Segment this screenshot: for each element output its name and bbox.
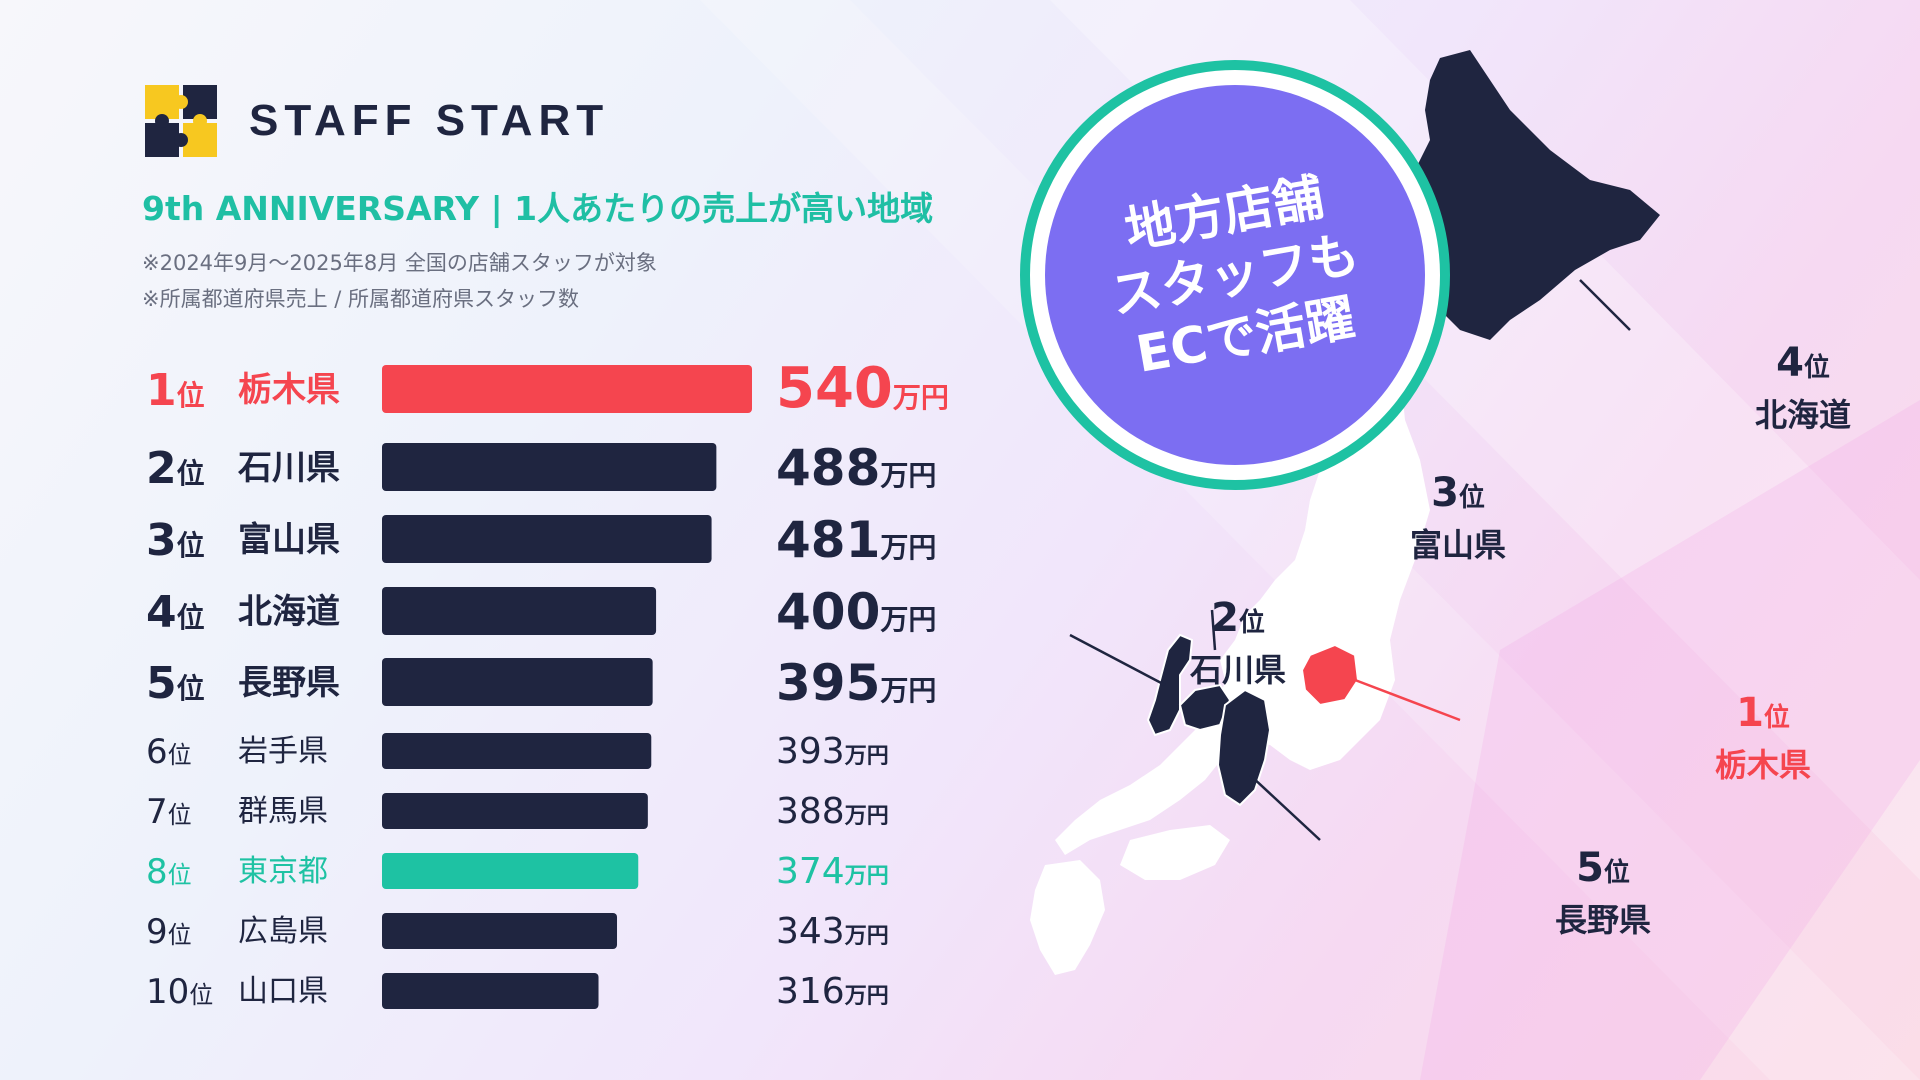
map-label-suffix: 位 [1603, 858, 1630, 888]
bar [382, 973, 599, 1009]
period-note: ※2024年9月〜2025年8月 全国の店舗スタッフが対象 [142, 251, 657, 275]
map-label-rank: 1 [1736, 690, 1764, 736]
category-label: 富山県 [238, 520, 340, 560]
value-label: 540万円 [776, 356, 949, 421]
map-shikoku [1120, 825, 1230, 880]
value-label: 374万円 [776, 851, 889, 892]
badge-text: 地方店舗 スタッフも ECで活躍 [1106, 168, 1364, 384]
category-label: 岩手県 [238, 734, 328, 769]
map-honshu [1055, 340, 1430, 855]
map-tochigi [1300, 643, 1360, 707]
rank-label: 1位 [146, 365, 205, 416]
value-label: 395万円 [776, 654, 936, 712]
map-label-rank: 2 [1211, 595, 1239, 641]
rank-label: 4位 [146, 587, 205, 638]
map-label-tochigi: 1位 栃木県 [1715, 690, 1811, 786]
map-label-pref: 北海道 [1755, 396, 1852, 434]
map-label-suffix: 位 [1763, 703, 1790, 733]
map-label-hokkaido: 4位 北海道 [1755, 340, 1851, 436]
value-label: 388万円 [776, 791, 889, 832]
ranking-bar-chart: 1位 栃木県 540万円 2位 石川県 488万円 3位 富山県 481万円 4位 北海道 400万円… [146, 356, 949, 1012]
map-label-pref: 石川県 [1190, 651, 1287, 689]
map-label-rank: 3 [1431, 470, 1459, 516]
category-label: 群馬県 [238, 794, 328, 829]
brand-name: STAFF START [249, 96, 610, 145]
value-label: 393万円 [776, 731, 889, 772]
map-label-suffix: 位 [1458, 483, 1485, 513]
bar [382, 913, 618, 949]
bar [382, 443, 717, 491]
value-label: 316万円 [776, 971, 889, 1012]
rank-label: 6位 [146, 732, 192, 772]
map-label-suffix: 位 [1803, 353, 1830, 383]
value-label: 400万円 [776, 583, 936, 641]
category-label: 東京都 [238, 854, 328, 889]
rank-label: 3位 [146, 515, 205, 566]
category-label: 広島県 [238, 914, 328, 949]
bar [382, 365, 752, 413]
bar [382, 658, 653, 706]
category-label: 北海道 [238, 592, 340, 632]
value-label: 488万円 [776, 439, 936, 497]
map-nagano [1216, 688, 1272, 807]
rank-label: 5位 [146, 658, 205, 709]
rank-label: 10位 [146, 972, 213, 1012]
bar [382, 587, 657, 635]
map-label-pref: 栃木県 [1715, 746, 1812, 784]
brand-logo: STAFF START [145, 85, 609, 157]
bar [382, 853, 639, 889]
rank-label: 7位 [146, 792, 192, 832]
value-label: 343万円 [776, 911, 889, 952]
map-ishikawa [1146, 633, 1194, 737]
value-label: 481万円 [776, 511, 936, 569]
puzzle-logo-icon [145, 85, 217, 157]
map-label-pref: 富山県 [1410, 526, 1507, 564]
map-label-ishikawa: 2位 石川県 [1190, 595, 1286, 691]
map-label-suffix: 位 [1238, 608, 1265, 638]
map-label-rank: 4 [1776, 340, 1804, 386]
category-label: 長野県 [238, 663, 340, 703]
rank-label: 2位 [146, 443, 205, 494]
bar [382, 733, 652, 769]
map-label-nagano: 5位 長野県 [1555, 845, 1651, 941]
bar [382, 793, 648, 829]
map-label-rank: 5 [1576, 845, 1604, 891]
bar [382, 515, 712, 563]
rank-label: 9位 [146, 912, 192, 952]
category-label: 石川県 [237, 448, 340, 488]
headline-badge: 地方店舗 スタッフも ECで活躍 [1020, 60, 1450, 490]
map-label-toyama: 3位 富山県 [1410, 470, 1506, 566]
chart-subtitle: 9th ANNIVERSARY | 1人あたりの売上が高い地域 [142, 189, 934, 228]
category-label: 栃木県 [238, 370, 340, 410]
map-label-pref: 長野県 [1555, 901, 1652, 939]
rank-label: 8位 [146, 852, 192, 892]
map-kyushu [1030, 860, 1105, 975]
formula-note: ※所属都道府県売上 / 所属都道府県スタッフ数 [142, 287, 580, 311]
category-label: 山口県 [238, 974, 328, 1009]
